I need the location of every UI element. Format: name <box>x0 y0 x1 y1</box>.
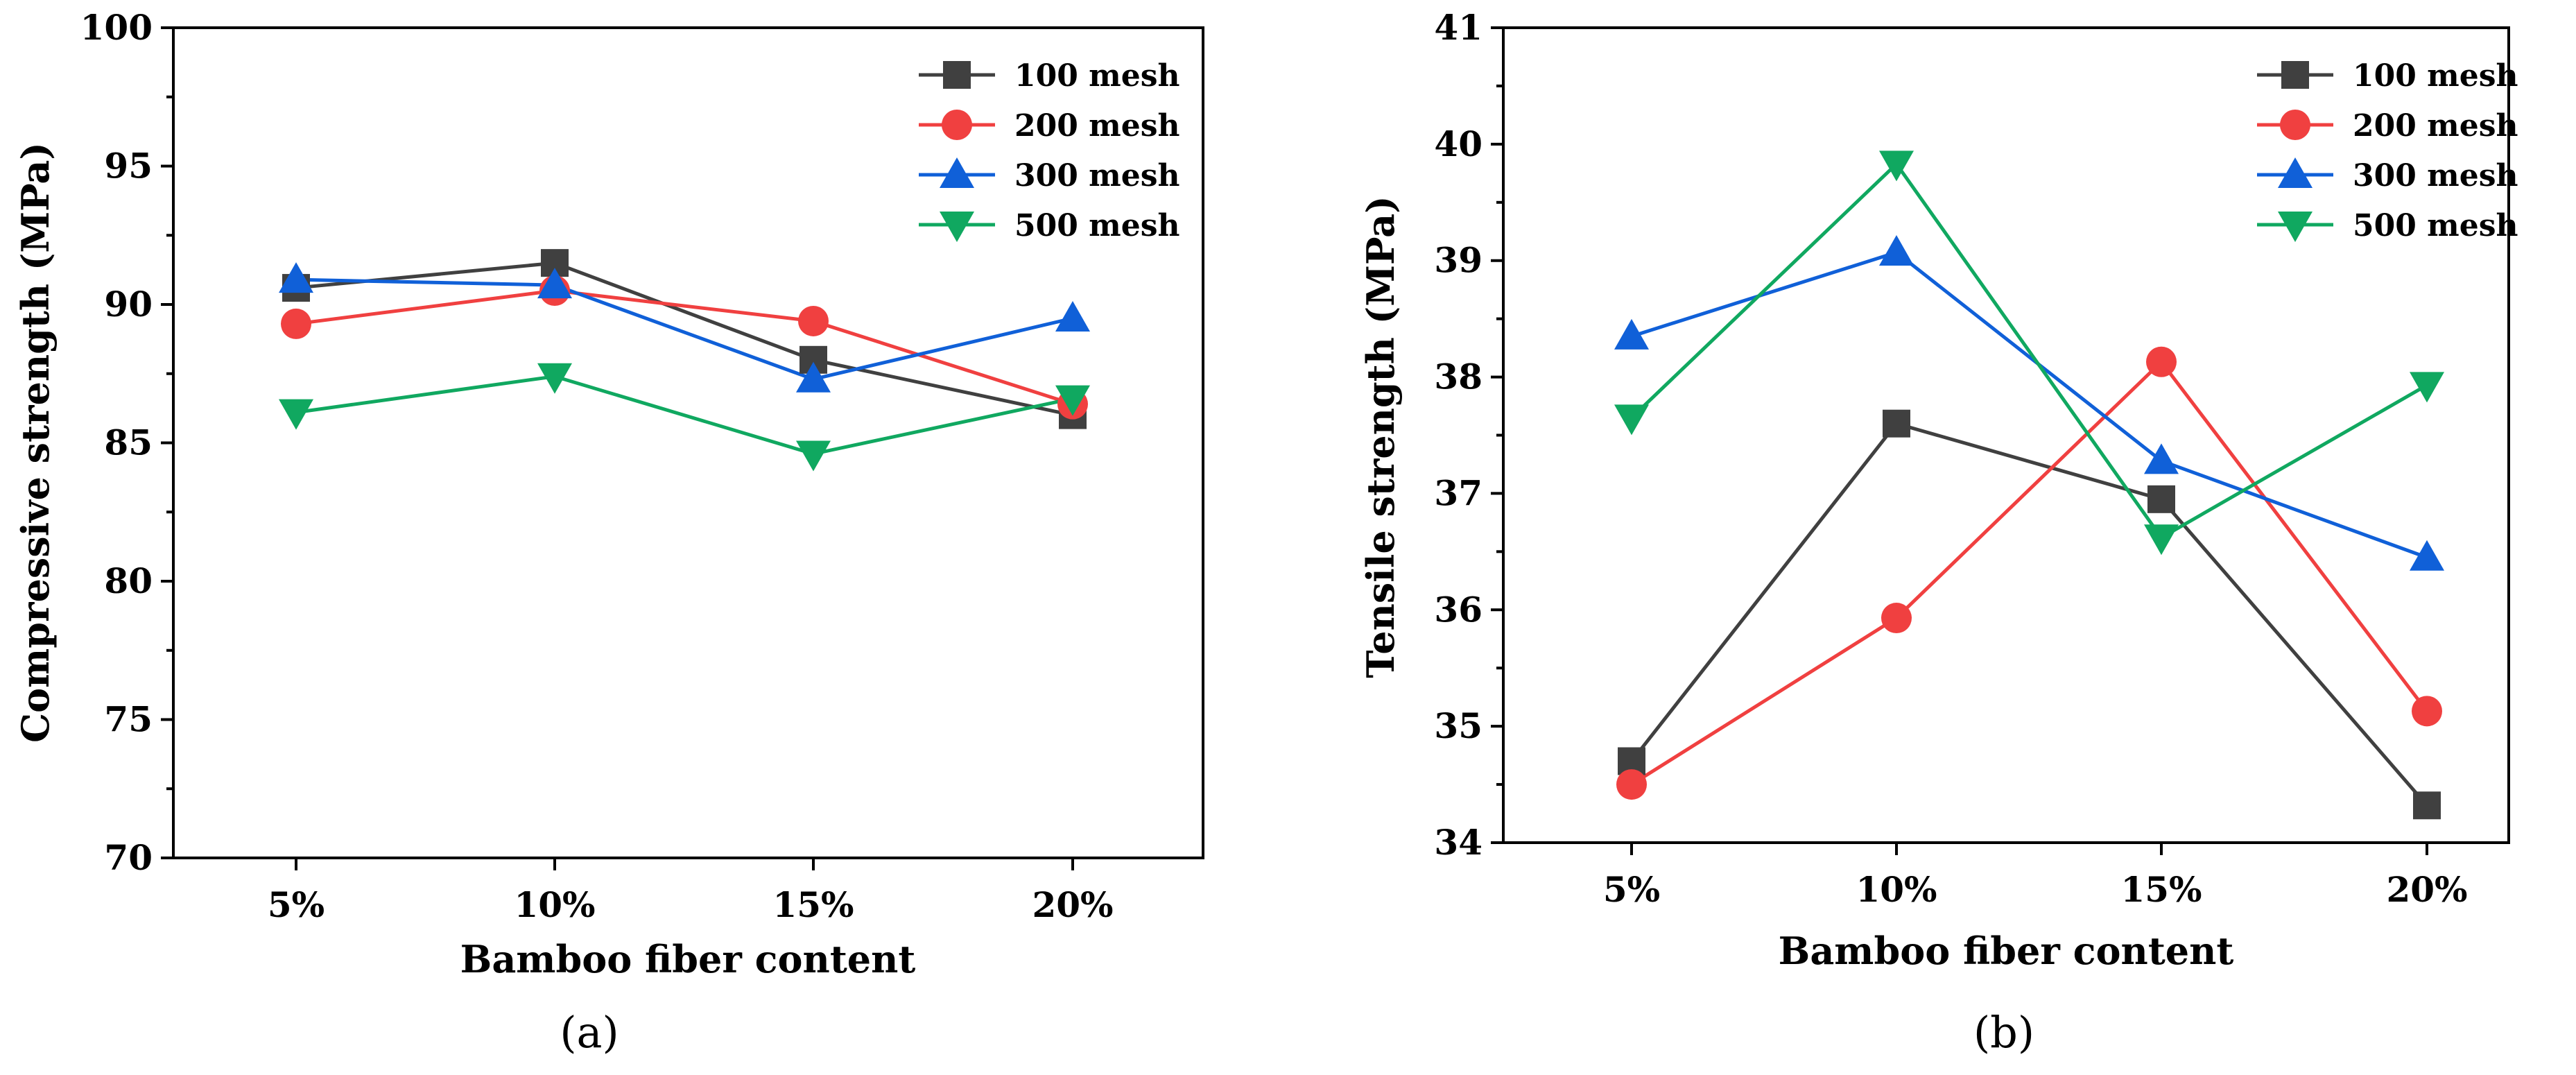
plot-frame <box>1502 26 2510 844</box>
series-line-200-mesh <box>295 289 1073 406</box>
y-tick-label: 39 <box>1434 240 1483 281</box>
data-point <box>796 440 831 472</box>
legend-label: 200 mesh <box>1014 108 1179 144</box>
series-line-300-mesh <box>295 277 1073 381</box>
panel-caption: (b) <box>1973 1007 2034 1058</box>
legend-marker <box>2278 157 2313 188</box>
legend-marker <box>940 157 974 188</box>
x-tick-label: 20% <box>1032 884 1113 925</box>
data-point <box>2144 524 2179 556</box>
legend-marker <box>2278 212 2313 242</box>
legend-marker <box>940 212 974 242</box>
data-point <box>1879 150 1914 182</box>
y-tick-label: 41 <box>1434 7 1483 48</box>
x-tick-label: 20% <box>2386 869 2467 910</box>
y-tick-label: 35 <box>1434 705 1483 746</box>
x-tick-label: 15% <box>772 884 854 925</box>
x-axis-title: Bamboo fiber content <box>1779 929 2234 973</box>
x-tick-label: 10% <box>514 884 595 925</box>
x-axis-title: Bamboo fiber content <box>460 937 916 981</box>
legend-label: 500 mesh <box>1014 208 1179 243</box>
series-line-500-mesh <box>1630 161 2428 540</box>
data-point <box>2412 696 2442 727</box>
legend: 100 mesh 200 mesh 300 mesh 500 mesh <box>2257 58 2518 243</box>
y-tick-label: 40 <box>1434 123 1483 164</box>
data-point <box>2410 372 2444 403</box>
chart-panel-b: 34 35 36 37 38 39 40 41 5% 10% 15% 20% Bamboo fiber … <box>1358 7 2518 1058</box>
data-point <box>1616 769 1647 800</box>
legend-label: 300 mesh <box>1014 158 1179 194</box>
y-tick-label: 37 <box>1434 472 1483 513</box>
data-point <box>1614 318 1649 350</box>
legend-label: 100 mesh <box>1014 58 1179 94</box>
y-tick-label: 80 <box>104 560 153 601</box>
data-point <box>537 363 572 394</box>
y-tick-label: 38 <box>1434 356 1483 397</box>
series-line-500-mesh <box>295 375 1073 456</box>
legend-marker <box>2281 61 2309 89</box>
data-point <box>279 399 313 430</box>
data-point <box>279 262 313 293</box>
legend-label: 300 mesh <box>2353 158 2518 194</box>
legend-label: 200 mesh <box>2353 108 2518 144</box>
data-point <box>2410 540 2444 571</box>
data-point <box>1879 234 1914 266</box>
legend-marker <box>942 110 972 140</box>
legend-label: 500 mesh <box>2353 208 2518 243</box>
series-line-200-mesh <box>1630 359 2428 786</box>
legend-label: 100 mesh <box>2353 58 2518 94</box>
y-tick-label: 36 <box>1434 589 1483 630</box>
data-point <box>1614 404 1649 436</box>
legend-marker <box>2280 110 2310 140</box>
x-tick-label: 5% <box>1603 869 1660 910</box>
y-tick-label: 34 <box>1434 822 1483 863</box>
data-point <box>798 305 829 336</box>
chart-panel-a: 70 75 80 85 90 95 100 5% 10% 15% 20% Bamboo fiber c… <box>13 7 1204 1058</box>
series-line-300-mesh <box>1631 250 2428 560</box>
data-point <box>796 361 831 393</box>
data-point <box>1883 409 1910 438</box>
y-tick-label: 95 <box>104 146 153 187</box>
y-tick-label: 90 <box>104 284 153 325</box>
y-tick-label: 75 <box>104 699 153 740</box>
data-point <box>281 308 311 339</box>
data-point <box>2147 485 2175 513</box>
x-tick-label: 15% <box>2120 869 2202 910</box>
data-point <box>2144 443 2179 474</box>
legend-marker <box>943 61 971 89</box>
data-point <box>537 268 572 299</box>
x-tick-label: 5% <box>268 884 325 925</box>
series-line-100-mesh <box>295 261 1073 418</box>
y-axis-title: Tensile strength (MPa) <box>1358 196 1403 678</box>
y-axis-title: Compressive strength (MPa) <box>13 142 58 743</box>
data-point <box>1055 300 1090 332</box>
y-tick-label: 70 <box>104 837 153 878</box>
data-point <box>1055 385 1090 416</box>
x-tick-label: 10% <box>1856 869 1937 910</box>
legend: 100 mesh 200 mesh 300 mesh 500 mesh <box>919 58 1179 243</box>
data-point <box>1881 603 1912 634</box>
data-point <box>2146 346 2177 377</box>
plot-frame <box>172 26 1204 859</box>
series-line-100-mesh <box>1630 421 2428 807</box>
panel-caption: (a) <box>560 1007 619 1058</box>
data-point <box>2413 791 2441 820</box>
y-tick-label: 100 <box>80 7 153 48</box>
y-tick-label: 85 <box>104 422 153 463</box>
